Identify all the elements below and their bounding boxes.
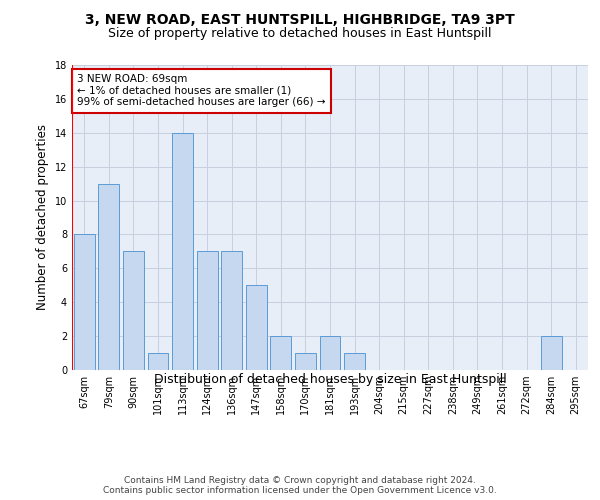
Bar bbox=[246, 286, 267, 370]
Y-axis label: Number of detached properties: Number of detached properties bbox=[36, 124, 49, 310]
Bar bbox=[271, 336, 292, 370]
Text: Contains HM Land Registry data © Crown copyright and database right 2024.
Contai: Contains HM Land Registry data © Crown c… bbox=[103, 476, 497, 495]
Bar bbox=[344, 353, 365, 370]
Bar bbox=[541, 336, 562, 370]
Bar bbox=[123, 252, 144, 370]
Text: Distribution of detached houses by size in East Huntspill: Distribution of detached houses by size … bbox=[154, 372, 506, 386]
Bar bbox=[148, 353, 169, 370]
Bar bbox=[98, 184, 119, 370]
Bar bbox=[295, 353, 316, 370]
Bar bbox=[74, 234, 95, 370]
Bar bbox=[221, 252, 242, 370]
Bar bbox=[172, 133, 193, 370]
Text: 3 NEW ROAD: 69sqm
← 1% of detached houses are smaller (1)
99% of semi-detached h: 3 NEW ROAD: 69sqm ← 1% of detached house… bbox=[77, 74, 326, 108]
Bar bbox=[197, 252, 218, 370]
Text: Size of property relative to detached houses in East Huntspill: Size of property relative to detached ho… bbox=[108, 28, 492, 40]
Text: 3, NEW ROAD, EAST HUNTSPILL, HIGHBRIDGE, TA9 3PT: 3, NEW ROAD, EAST HUNTSPILL, HIGHBRIDGE,… bbox=[85, 12, 515, 26]
Bar bbox=[320, 336, 340, 370]
